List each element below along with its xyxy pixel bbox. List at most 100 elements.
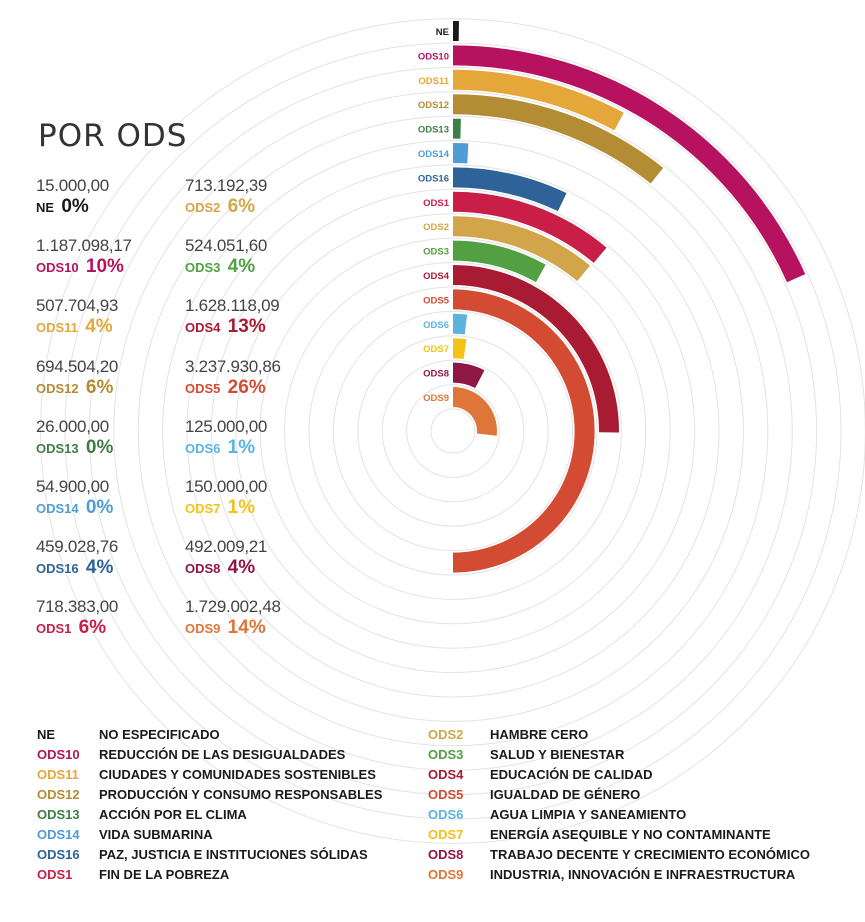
stat-ods8: 492.009,21 ODS8 4%	[185, 537, 355, 579]
stat-ods1: 718.383,00 ODS1 6%	[36, 597, 206, 639]
legend-item-ods10: ODS10 REDUCCIÓN DE LAS DESIGUALDADES	[37, 745, 345, 765]
stat-code: ODS3	[185, 260, 221, 276]
stat-code: ODS14	[36, 501, 79, 516]
stat-amount: 54.900,00	[36, 477, 109, 496]
stat-percent: 4%	[80, 557, 114, 579]
legend-code: ODS10	[37, 747, 80, 762]
stat-amount: 713.192,39	[185, 176, 268, 195]
bar-ods8	[453, 362, 485, 389]
bar-label-ods9: ODS9	[423, 393, 449, 404]
stat-percent: 6%	[73, 617, 107, 639]
legend-code: NE	[37, 727, 56, 742]
stat-code-percent: ODS7 1%	[185, 497, 355, 519]
stat-code: ODS13	[36, 440, 79, 456]
legend-item-ods16: ODS16 PAZ, JUSTICIA E INSTITUCIONES SÓLID…	[37, 845, 368, 865]
stat-code: ODS2	[185, 200, 221, 215]
legend-name: HAMBRE CERO	[490, 727, 589, 742]
stat-percent: 1%	[222, 436, 256, 458]
stat-amount: 26.000,00	[36, 416, 109, 436]
bar-label-ods6: ODS6	[423, 320, 449, 331]
stat-ods4: 1.628.118,09 ODS4 13%	[185, 296, 355, 338]
legend-item-ods5: ODS5 IGUALDAD DE GÉNERO	[428, 785, 640, 805]
stat-ods13: 26.000,00 ODS13 0%	[36, 417, 206, 459]
legend-item-ods14: ODS14 VIDA SUBMARINA	[37, 825, 213, 845]
legend-name: VIDA SUBMARINA	[99, 827, 213, 842]
bar-label-ods16: ODS16	[418, 173, 449, 184]
legend-name: FIN DE LA POBREZA	[99, 867, 230, 882]
chart-title: POR ODS	[38, 118, 188, 154]
stat-amount: 694.504,20	[36, 356, 119, 376]
bar-ods5	[453, 289, 595, 573]
grid-circle	[406, 384, 500, 478]
stat-code-percent: ODS8 4%	[185, 557, 355, 579]
bar-label-ne: NE	[436, 27, 449, 38]
stat-ods14: 54.900,00 ODS14 0%	[36, 477, 206, 519]
bar-label-ods7: ODS7	[423, 344, 449, 355]
legend-code: ODS14	[37, 827, 80, 842]
stat-code: ODS5	[185, 380, 221, 396]
grid-circle	[137, 115, 769, 747]
stat-ods3: 524.051,60 ODS3 4%	[185, 236, 355, 278]
legend-item-ods8: ODS8 TRABAJO DECENTE Y CRECIMIENTO ECONÓM…	[428, 845, 810, 865]
bar-ods6	[453, 313, 468, 335]
stat-code-percent: ODS10 10%	[36, 256, 206, 278]
bar-label-ods12: ODS12	[418, 100, 449, 111]
stat-percent: 26%	[222, 376, 266, 398]
bar-label-ods4: ODS4	[423, 271, 450, 282]
stat-ods9: 1.729.002,48 ODS9 14%	[185, 597, 355, 639]
stat-ods2: 713.192,39 ODS2 6%	[185, 176, 355, 218]
stat-ods11: 507.704,93 ODS11 4%	[36, 296, 206, 338]
bar-label-ods8: ODS8	[423, 369, 449, 380]
stat-ods10: 1.187.098,17 ODS10 10%	[36, 236, 206, 278]
bar-label-ods3: ODS3	[423, 247, 449, 258]
bar-ods7	[453, 338, 467, 359]
stat-code-percent: ODS12 6%	[36, 377, 206, 399]
stat-code-percent: ODS16 4%	[36, 557, 206, 579]
legend-name: AGUA LIMPIA Y SANEAMIENTO	[490, 807, 687, 822]
legend-name: PAZ, JUSTICIA E INSTITUCIONES SÓLIDAS	[99, 847, 368, 862]
stat-code: ODS16	[36, 561, 79, 577]
legend-code: ODS5	[428, 787, 464, 802]
bar-label-ods10: ODS10	[418, 51, 449, 62]
legend-item-ods11: ODS11 CIUDADES Y COMUNIDADES SOSTENIBLES	[37, 765, 376, 785]
legend-code: ODS3	[428, 747, 464, 762]
legend-name: IGUALDAD DE GÉNERO	[490, 787, 641, 802]
grid-circle	[210, 188, 696, 674]
stat-code-percent: ODS13 0%	[36, 437, 206, 459]
bar-ods4	[453, 265, 619, 433]
legend-code: ODS12	[37, 787, 80, 802]
stat-code: ODS7	[185, 501, 221, 516]
legend-name: TRABAJO DECENTE Y CRECIMIENTO ECONÓMICO	[490, 847, 810, 862]
stat-percent: 6%	[222, 196, 256, 217]
grid-circle	[284, 262, 622, 600]
stat-ne: 15.000,00 NE 0%	[36, 176, 206, 218]
stat-ods12: 694.504,20 ODS12 6%	[36, 357, 206, 399]
legend-code: ODS1	[37, 867, 73, 882]
legend-item-ods2: ODS2 HAMBRE CERO	[428, 725, 588, 745]
legend-code: ODS2	[428, 727, 464, 742]
stat-ods5: 3.237.930,86 ODS5 26%	[185, 357, 355, 399]
bar-ods11	[453, 69, 624, 131]
bar-ods1	[453, 191, 607, 263]
stat-code-percent: ODS14 0%	[36, 497, 206, 519]
grid-circle	[332, 310, 574, 552]
stat-amount: 1.628.118,09	[185, 296, 280, 316]
stat-amount: 492.009,21	[185, 537, 268, 557]
stat-amount: 150.000,00	[185, 477, 268, 496]
legend-name: NO ESPECIFICADO	[99, 727, 220, 742]
bar-ods3	[453, 240, 546, 283]
stat-code: ODS1	[36, 621, 72, 637]
stat-amount: 459.028,76	[36, 537, 119, 557]
legend-item-ods6: ODS6 AGUA LIMPIA Y SANEAMIENTO	[428, 805, 686, 825]
stat-percent: 0%	[80, 497, 114, 518]
stat-percent: 0%	[80, 436, 114, 458]
stat-amount: 1.187.098,17	[36, 236, 132, 256]
bar-ods13	[453, 118, 461, 139]
stat-code-percent: NE 0%	[36, 196, 206, 218]
grid-circle	[308, 286, 598, 576]
stat-amount: 1.729.002,48	[185, 597, 281, 617]
stat-amount: 3.237.930,86	[185, 356, 281, 376]
bar-ods12	[453, 94, 664, 184]
stat-code-percent: ODS9 14%	[185, 617, 355, 639]
stat-code: ODS9	[185, 621, 221, 637]
